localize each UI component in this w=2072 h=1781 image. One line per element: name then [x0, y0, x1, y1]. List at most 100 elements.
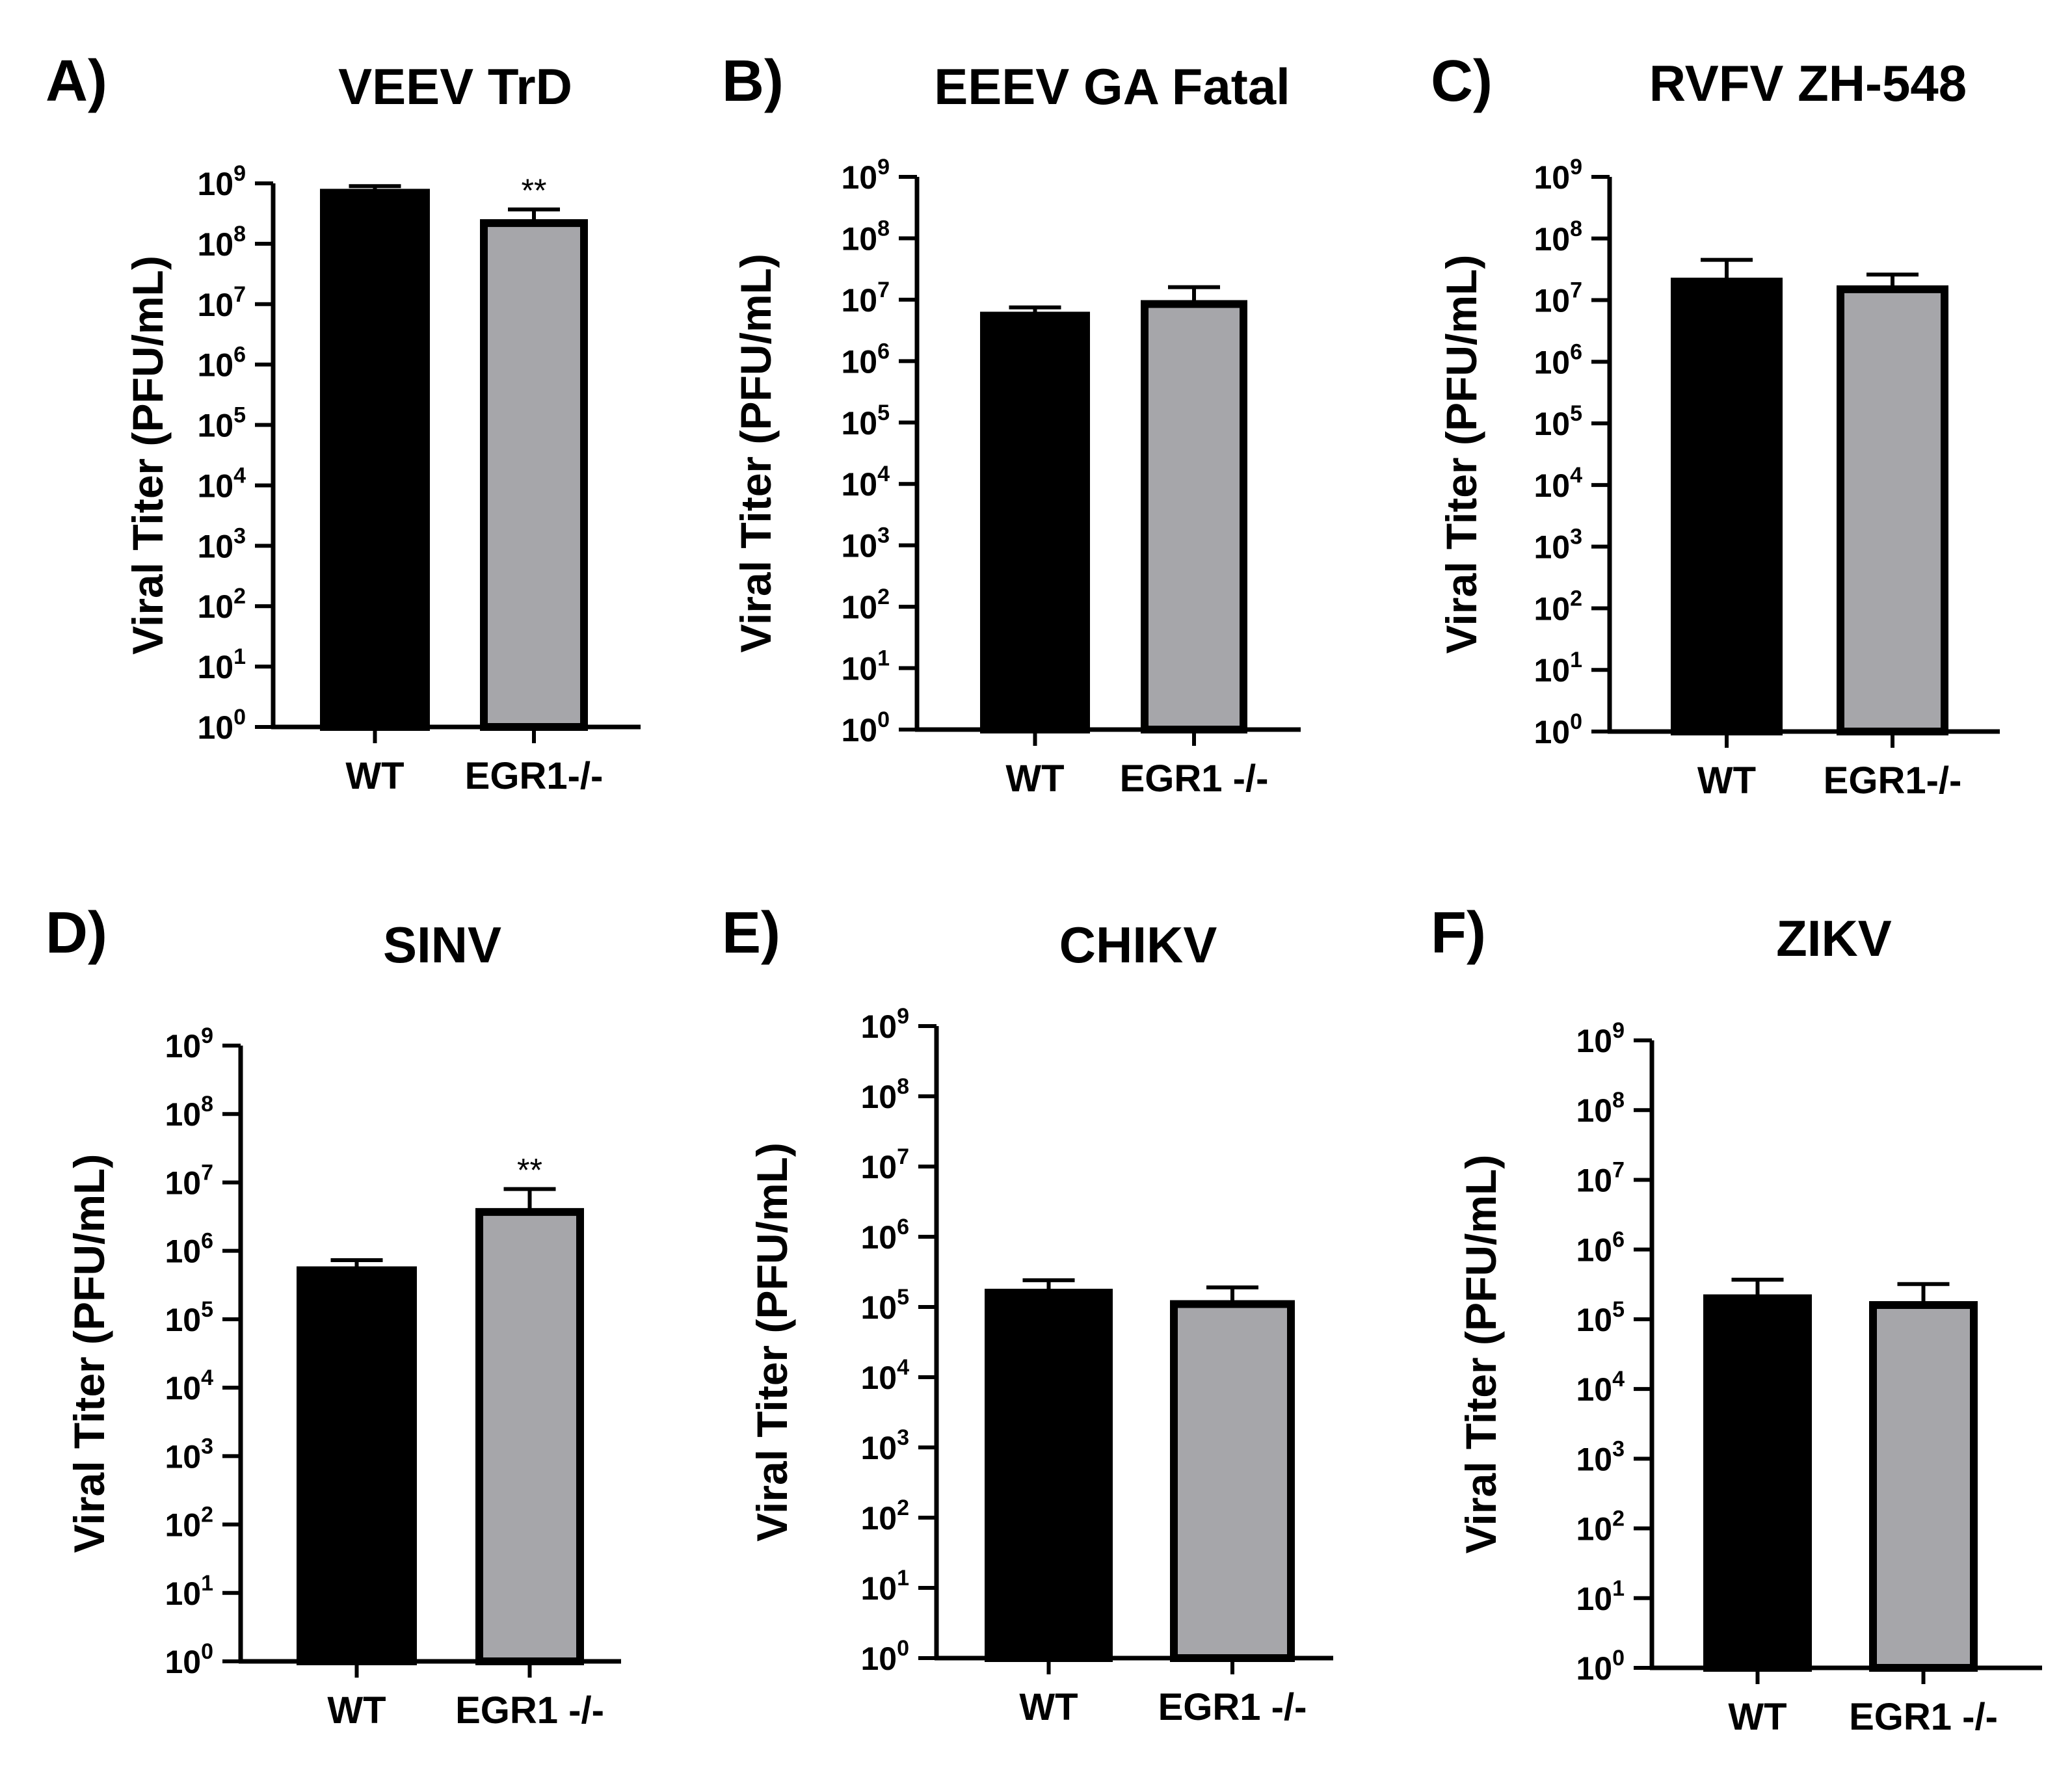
y-tick-base: 10: [1534, 590, 1570, 627]
y-tick-base: 10: [841, 528, 877, 564]
category-label: WT: [327, 1689, 386, 1732]
y-tick-base: 10: [1576, 1232, 1612, 1269]
y-tick-exponent: 9: [897, 1004, 909, 1029]
y-tick-exponent: 4: [1612, 1367, 1625, 1392]
y-tick-label: 101: [1534, 648, 1582, 689]
y-tick-label: 107: [1576, 1157, 1625, 1198]
y-tick-exponent: 7: [877, 278, 890, 302]
y-tick-label: 102: [197, 584, 246, 625]
y-tick-exponent: 9: [1612, 1018, 1625, 1043]
y-tick-label: 100: [1576, 1646, 1625, 1687]
y-tick-base: 10: [197, 468, 233, 504]
bar-2: [1141, 300, 1247, 733]
y-tick-base: 10: [1534, 221, 1570, 257]
y-tick-exponent: 0: [877, 707, 890, 732]
y-tick-base: 10: [860, 1289, 897, 1326]
y-tick-exponent: 4: [233, 463, 246, 488]
bar-1: [1703, 1294, 1812, 1672]
y-tick-label: 108: [1534, 217, 1582, 257]
category-label: EGR1 -/-: [1120, 758, 1269, 800]
y-tick-label: 104: [1534, 463, 1582, 504]
y-tick-label: 101: [1576, 1576, 1625, 1617]
y-tick-base: 10: [165, 1302, 201, 1338]
category-label: EGR1-/-: [465, 755, 604, 797]
panel-letter: E): [722, 901, 780, 966]
y-tick-exponent: 1: [897, 1566, 909, 1590]
y-tick-exponent: 3: [233, 523, 246, 548]
y-tick-label: 102: [841, 585, 890, 626]
y-tick-base: 10: [165, 1438, 201, 1475]
y-tick-base: 10: [860, 1570, 897, 1607]
y-tick-label: 107: [841, 278, 890, 319]
y-tick-exponent: 1: [877, 646, 890, 671]
y-tick-base: 10: [1576, 1441, 1612, 1477]
y-tick-label: 101: [197, 644, 246, 685]
panel-letter: C): [1431, 49, 1493, 114]
y-tick-base: 10: [841, 589, 877, 626]
y-tick-exponent: 4: [201, 1365, 213, 1390]
y-tick-base: 10: [197, 649, 233, 685]
y-tick-exponent: 5: [897, 1285, 909, 1310]
y-axis-label: Viral Titer (PFU/mL): [1457, 1155, 1505, 1554]
y-tick-label: 107: [165, 1160, 213, 1201]
bar-1: [320, 189, 430, 731]
y-tick-exponent: 2: [1570, 586, 1582, 611]
bar-2: [1869, 1301, 1978, 1672]
y-tick-label: 103: [841, 523, 890, 564]
y-tick-base: 10: [197, 528, 233, 564]
y-tick-base: 10: [1576, 1581, 1612, 1617]
y-tick-label: 105: [1534, 401, 1582, 442]
chart-title: EEEV GA Fatal: [934, 58, 1290, 115]
y-tick-base: 10: [197, 287, 233, 323]
y-tick-base: 10: [841, 712, 877, 748]
y-tick-label: 103: [165, 1434, 213, 1475]
bar-2: [480, 219, 588, 732]
y-tick-exponent: 8: [877, 216, 890, 241]
y-tick-exponent: 5: [233, 403, 246, 428]
y-tick-exponent: 5: [877, 401, 890, 425]
y-tick-label: 108: [841, 216, 890, 257]
bar-1: [985, 1288, 1113, 1663]
y-tick-label: 104: [1576, 1367, 1625, 1408]
y-tick-exponent: 4: [877, 462, 890, 486]
y-tick-base: 10: [841, 651, 877, 687]
category-label: EGR1 -/-: [1158, 1686, 1307, 1728]
y-tick-label: 100: [197, 705, 246, 746]
y-tick-base: 10: [1576, 1162, 1612, 1198]
category-label: WT: [1697, 759, 1756, 802]
y-tick-exponent: 8: [201, 1092, 213, 1116]
y-tick-label: 105: [1576, 1297, 1625, 1338]
y-tick-label: 108: [1576, 1088, 1625, 1129]
y-tick-exponent: 9: [877, 155, 890, 179]
y-tick-exponent: 9: [233, 161, 246, 186]
y-tick-base: 10: [860, 1009, 897, 1045]
y-tick-label: 106: [860, 1215, 909, 1256]
y-tick-label: 108: [197, 222, 246, 263]
y-tick-label: 103: [1576, 1436, 1625, 1477]
y-tick-exponent: 8: [1570, 217, 1582, 241]
y-tick-label: 103: [197, 523, 246, 564]
y-tick-label: 104: [860, 1355, 909, 1396]
y-tick-exponent: 7: [1570, 278, 1582, 303]
y-tick-base: 10: [1534, 344, 1570, 380]
y-tick-exponent: 6: [201, 1229, 213, 1254]
y-tick-exponent: 5: [1570, 401, 1582, 426]
y-tick-base: 10: [860, 1219, 897, 1256]
chart-title: VEEV TrD: [338, 58, 572, 115]
y-tick-label: 104: [165, 1365, 213, 1406]
panel-letter: D): [46, 901, 107, 966]
significance-marker: **: [517, 1152, 542, 1189]
y-tick-label: 107: [197, 282, 246, 323]
y-tick-label: 104: [841, 462, 890, 503]
y-tick-base: 10: [165, 1370, 201, 1406]
y-tick-base: 10: [1534, 529, 1570, 566]
y-tick-exponent: 4: [897, 1355, 909, 1380]
y-tick-label: 109: [1534, 155, 1582, 196]
y-tick-base: 10: [165, 1644, 201, 1680]
category-label: EGR1-/-: [1824, 759, 1962, 802]
y-tick-label: 105: [165, 1297, 213, 1338]
y-tick-exponent: 2: [897, 1496, 909, 1520]
chart-panel-3: C) RVFV ZH-548 Viral Titer (PFU/mL) WT EGR1-…: [1431, 49, 2000, 802]
